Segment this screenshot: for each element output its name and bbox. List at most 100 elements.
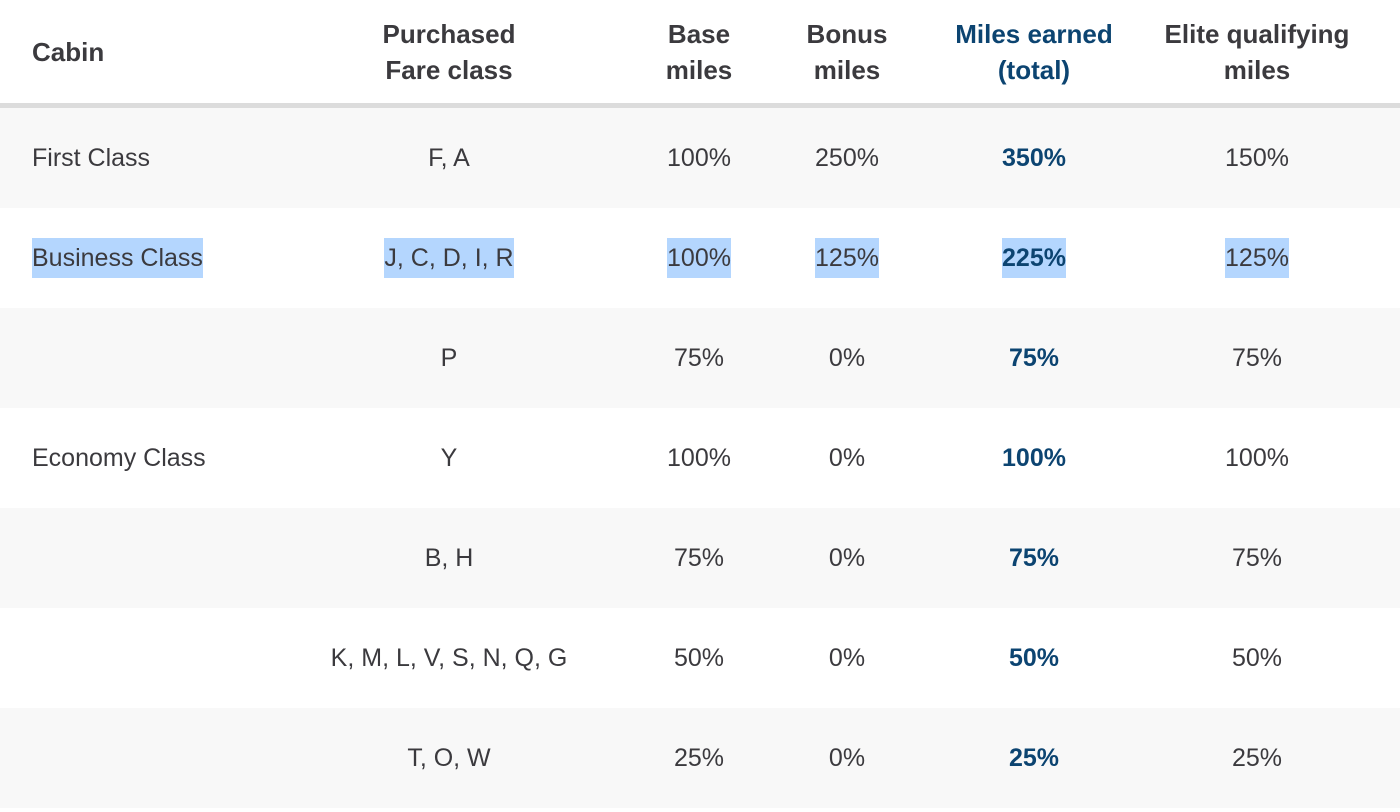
bonus-miles-text: 0% <box>828 743 866 772</box>
header-cabin: Cabin <box>0 0 240 108</box>
cell-bonus-miles: 0% <box>740 508 954 608</box>
header-cabin-label: Cabin <box>32 36 105 67</box>
cell-cabin <box>0 508 240 608</box>
total-miles-text: 50% <box>1008 643 1060 672</box>
elite-miles-text: 50% <box>1231 643 1283 672</box>
cell-base-miles: 100% <box>658 208 740 308</box>
cell-bonus-miles: 0% <box>740 708 954 808</box>
cell-fare-class: B, H <box>240 508 658 608</box>
elite-miles-text: 25% <box>1231 743 1283 772</box>
cell-cabin <box>0 608 240 708</box>
table-body: First Class F, A 100% 250% 350% 150% Bus… <box>0 105 1400 808</box>
cell-miles-earned-total: 225% <box>954 208 1114 308</box>
base-miles-text: 75% <box>673 543 725 572</box>
base-miles-text: 75% <box>673 343 725 372</box>
cell-cabin <box>0 708 240 808</box>
bonus-miles-text: 250% <box>815 143 879 172</box>
total-miles-text: 350% <box>1002 143 1066 172</box>
header-miles-earned-total: Miles earned (total) <box>954 0 1114 108</box>
header-base-line1: Base <box>667 18 731 49</box>
bonus-miles-text: 0% <box>828 643 866 672</box>
fare-class-text: P <box>440 343 458 372</box>
cell-bonus-miles: 0% <box>740 308 954 408</box>
fare-class-text: T, O, W <box>407 743 491 772</box>
cabin-text: First Class <box>32 143 151 172</box>
cell-bonus-miles: 250% <box>740 106 954 209</box>
total-miles-text: 225% <box>1002 237 1066 278</box>
cell-base-miles: 100% <box>658 106 740 209</box>
table-row-selected: Business Class J, C, D, I, R 100% 125% 2… <box>0 208 1400 308</box>
cell-cabin: Economy Class <box>0 408 240 508</box>
cell-fare-class: T, O, W <box>240 708 658 808</box>
table-row: First Class F, A 100% 250% 350% 150% <box>0 105 1400 209</box>
bonus-miles-text: 125% <box>815 237 879 278</box>
base-miles-text: 100% <box>667 237 731 278</box>
table-row: T, O, W 25% 0% 25% 25% <box>0 708 1400 808</box>
cell-base-miles: 100% <box>658 408 740 508</box>
total-miles-text: 75% <box>1008 543 1060 572</box>
cell-bonus-miles: 0% <box>740 608 954 708</box>
fare-class-text: B, H <box>424 543 474 572</box>
cell-fare-class: F, A <box>240 106 658 209</box>
cell-miles-earned-total: 100% <box>954 408 1114 508</box>
elite-miles-text: 100% <box>1225 443 1289 472</box>
cell-bonus-miles: 125% <box>740 208 954 308</box>
header-bonus-miles: Bonus miles <box>740 0 954 108</box>
header-base-line2: miles <box>665 54 733 85</box>
cell-elite-qualifying: 100% <box>1114 408 1400 508</box>
table-row: P 75% 0% 75% 75% <box>0 308 1400 408</box>
cell-miles-earned-total: 350% <box>954 106 1114 209</box>
elite-miles-text: 75% <box>1231 343 1283 372</box>
cell-fare-class: Y <box>240 408 658 508</box>
cell-cabin: Business Class <box>0 208 240 308</box>
header-fare-class-line2: Fare class <box>385 54 513 85</box>
fare-class-text: Y <box>440 443 458 472</box>
cell-base-miles: 75% <box>658 508 740 608</box>
base-miles-text: 100% <box>667 443 731 472</box>
base-miles-text: 25% <box>673 743 725 772</box>
cell-cabin <box>0 308 240 408</box>
fare-class-text: F, A <box>428 143 470 172</box>
elite-miles-text: 150% <box>1225 143 1289 172</box>
cell-miles-earned-total: 75% <box>954 508 1114 608</box>
fare-class-text: K, M, L, V, S, N, Q, G <box>330 643 568 672</box>
cell-elite-qualifying: 150% <box>1114 106 1400 209</box>
bonus-miles-text: 0% <box>828 543 866 572</box>
elite-miles-text: 125% <box>1225 237 1289 278</box>
elite-miles-text: 75% <box>1231 543 1283 572</box>
base-miles-text: 100% <box>667 143 731 172</box>
cell-elite-qualifying: 50% <box>1114 608 1400 708</box>
table-header: Cabin Purchased Fare class Base miles Bonu… <box>0 0 1400 108</box>
header-row: Cabin Purchased Fare class Base miles Bonu… <box>0 0 1400 108</box>
cell-elite-qualifying: 125% <box>1114 208 1400 308</box>
cell-elite-qualifying: 25% <box>1114 708 1400 808</box>
fare-class-text: J, C, D, I, R <box>384 237 514 278</box>
table-row: Economy Class Y 100% 0% 100% 100% <box>0 408 1400 508</box>
bonus-miles-text: 0% <box>828 343 866 372</box>
header-fare-class-line1: Purchased <box>382 18 516 49</box>
cell-bonus-miles: 0% <box>740 408 954 508</box>
base-miles-text: 50% <box>673 643 725 672</box>
header-total-line1: Miles earned <box>955 18 1113 49</box>
cell-base-miles: 50% <box>658 608 740 708</box>
header-elite-qualifying-miles: Elite qualifying miles <box>1114 0 1400 108</box>
header-elite-line2: miles <box>1223 54 1291 85</box>
cell-cabin: First Class <box>0 106 240 209</box>
header-base-miles: Base miles <box>658 0 740 108</box>
cell-elite-qualifying: 75% <box>1114 308 1400 408</box>
cell-miles-earned-total: 50% <box>954 608 1114 708</box>
cell-elite-qualifying: 75% <box>1114 508 1400 608</box>
cell-miles-earned-total: 25% <box>954 708 1114 808</box>
cell-base-miles: 75% <box>658 308 740 408</box>
total-miles-text: 100% <box>1002 443 1066 472</box>
header-bonus-line2: miles <box>813 54 881 85</box>
bonus-miles-text: 0% <box>828 443 866 472</box>
cell-fare-class: P <box>240 308 658 408</box>
header-total-line2: (total) <box>997 54 1071 85</box>
header-bonus-line1: Bonus <box>806 18 888 49</box>
cell-fare-class: J, C, D, I, R <box>240 208 658 308</box>
header-fare-class: Purchased Fare class <box>240 0 658 108</box>
header-elite-line1: Elite qualifying <box>1164 18 1350 49</box>
cell-base-miles: 25% <box>658 708 740 808</box>
